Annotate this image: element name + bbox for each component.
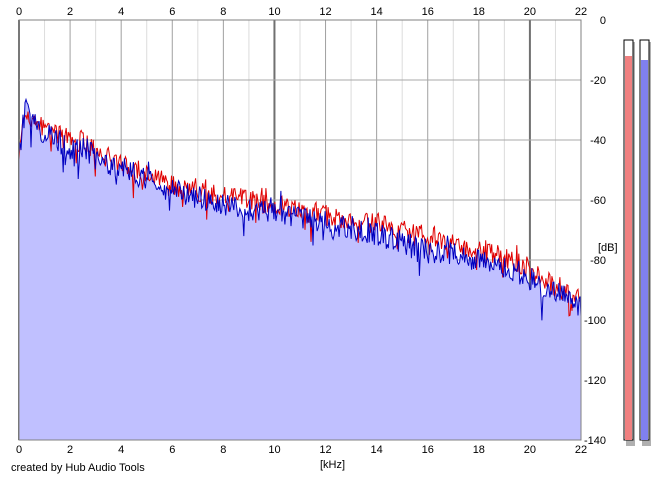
x-tick-label-top: 14: [371, 6, 383, 18]
x-ticks-bottom: 0 2 4 6 8 10 12 14 16 18 20 22: [16, 444, 587, 456]
y-tick-label: -140: [584, 435, 606, 447]
x-ticks-top: 0 2 4 6 8 10 12 14 16 18 20 22: [16, 6, 587, 18]
y-tick-label: -100: [584, 315, 606, 327]
x-tick-label-bottom: 14: [371, 444, 383, 456]
x-tick-label-bottom: 8: [220, 444, 226, 456]
y-tick-label: -120: [584, 375, 606, 387]
plot-frame: [18, 19, 582, 441]
x-tick-label-bottom: 16: [422, 444, 434, 456]
x-tick-label-bottom: 20: [524, 444, 536, 456]
series-fill-area: [19, 99, 581, 441]
y-axis-label: [dB]: [598, 242, 618, 254]
level-meter-fill: [625, 56, 632, 440]
x-tick-label-bottom: 22: [575, 444, 587, 456]
level-meters: [623, 39, 651, 446]
x-tick-label-bottom: 0: [16, 444, 22, 456]
x-tick-label-bottom: 10: [268, 444, 280, 456]
x-tick-label-top: 18: [473, 6, 485, 18]
y-tick-label: -40: [590, 135, 606, 147]
x-tick-label-bottom: 12: [319, 444, 331, 456]
x-axis-label: [kHz]: [320, 459, 345, 471]
series-line-blue: [18, 97, 582, 321]
x-tick-label-top: 20: [524, 6, 536, 18]
x-tick-label-top: 0: [16, 6, 22, 18]
x-tick-label-bottom: 18: [473, 444, 485, 456]
x-tick-label-bottom: 4: [118, 444, 124, 456]
y-tick-label: -60: [590, 195, 606, 207]
x-tick-label-bottom: 6: [169, 444, 175, 456]
x-tick-label-top: 16: [422, 6, 434, 18]
x-tick-label-top: 22: [575, 6, 587, 18]
credit-text: created by Hub Audio Tools: [11, 462, 145, 474]
y-tick-label: 0: [600, 15, 606, 27]
series-lines: [18, 97, 582, 321]
y-ticks-right: 0 -20 -40 -60 -80 -100 -120 -140: [584, 15, 606, 447]
spectrum-fill: [19, 99, 581, 441]
x-tick-label-top: 10: [268, 6, 280, 18]
x-tick-label-top: 12: [319, 6, 331, 18]
y-tick-label: -20: [590, 75, 606, 87]
x-tick-label-top: 4: [118, 6, 124, 18]
x-tick-label-top: 6: [169, 6, 175, 18]
x-tick-label-top: 2: [67, 6, 73, 18]
x-tick-label-top: 8: [220, 6, 226, 18]
x-tick-label-bottom: 2: [67, 444, 73, 456]
y-tick-label: -80: [590, 255, 606, 267]
level-meter-fill: [641, 60, 648, 440]
